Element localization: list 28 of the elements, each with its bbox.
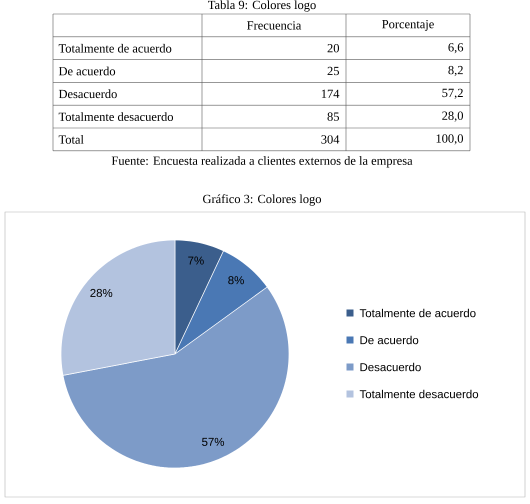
data-label: 20	[328, 44, 340, 52]
category-label: Total	[58, 135, 84, 144]
text: Frecuencia	[247, 21, 302, 30]
text: Tabla 9: Colores logo	[208, 0, 316, 12]
data-label: 6,6	[448, 43, 464, 54]
legend-label: Totalmente de acuerdo	[360, 308, 476, 318]
legend-label: Desacuerdo	[360, 362, 421, 372]
category-label: Desacuerdo	[58, 89, 117, 98]
legend-label: Totalmente desacuerdo	[360, 390, 478, 398]
legend-label: De acuerdo	[360, 336, 418, 344]
data-label: 8%	[228, 276, 244, 284]
data-label: 57%	[202, 438, 224, 446]
data-label: 25	[328, 66, 339, 76]
data-label: 8,2	[448, 66, 463, 76]
category-label: Totalmente de acuerdo	[58, 44, 172, 53]
data-label: 57,2	[442, 88, 463, 99]
text: Porcentaje	[382, 20, 434, 31]
data-label: 174	[322, 90, 340, 98]
data-label: 100,0	[436, 134, 464, 144]
category-label: Totalmente desacuerdo	[58, 112, 174, 121]
data-label: 28%	[90, 288, 112, 298]
data-label: 304	[321, 135, 340, 144]
chart-title: Gráfico 3: Colores logo	[203, 194, 322, 206]
category-label: De acuerdo	[58, 66, 116, 76]
data-label: 28,0	[442, 112, 464, 122]
source-note: Fuente: Encuesta realizada a clientes externos de la empresa	[112, 156, 412, 168]
data-label: 85	[327, 112, 339, 121]
data-label: 7%	[188, 256, 204, 265]
